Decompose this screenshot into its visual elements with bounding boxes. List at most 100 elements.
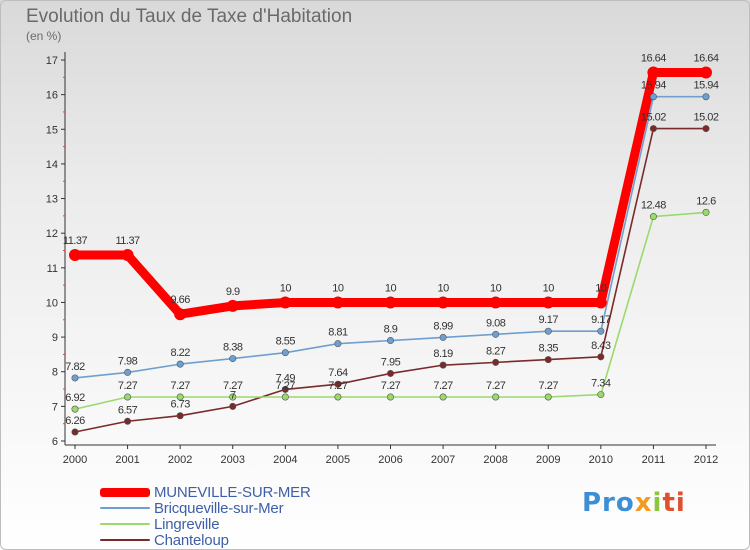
x-tick-label: 2000 bbox=[63, 454, 87, 466]
data-label-3: 6.57 bbox=[118, 404, 138, 416]
series-point-0 bbox=[226, 299, 239, 312]
data-label-0: 16.64 bbox=[693, 52, 718, 64]
data-label-3: 8.27 bbox=[486, 345, 506, 357]
series-point-0 bbox=[69, 249, 81, 262]
data-label-1: 15.94 bbox=[693, 80, 718, 92]
data-label-1: 9.08 bbox=[486, 317, 506, 329]
data-label-2: 12.6 bbox=[696, 195, 716, 207]
legend-label: MUNEVILLE-SUR-MER bbox=[154, 483, 311, 501]
series-point-3 bbox=[281, 385, 289, 393]
data-label-0: 10 bbox=[385, 282, 397, 294]
data-label-1: 15.94 bbox=[641, 80, 666, 92]
data-label-2: 12.48 bbox=[641, 200, 666, 212]
series-point-1 bbox=[281, 349, 289, 357]
x-tick-label: 2004 bbox=[273, 454, 297, 466]
legend-swatch bbox=[100, 539, 150, 541]
x-tick-label: 2009 bbox=[536, 454, 560, 466]
legend-label: Chanteloup bbox=[154, 531, 229, 549]
series-point-3 bbox=[229, 402, 237, 410]
data-label-2: 7.27 bbox=[381, 380, 401, 392]
logo-part-4: ti bbox=[662, 488, 686, 518]
series-point-2 bbox=[544, 393, 552, 401]
y-tick-label: 7 bbox=[52, 401, 58, 413]
series-point-1 bbox=[597, 327, 605, 335]
series-point-2 bbox=[439, 393, 447, 401]
series-point-3 bbox=[386, 369, 394, 377]
data-label-3: 8.43 bbox=[591, 340, 611, 352]
series-point-0 bbox=[594, 296, 607, 309]
data-label-3: 7.64 bbox=[328, 367, 348, 379]
x-tick-label: 2003 bbox=[221, 454, 245, 466]
data-label-3: 6.26 bbox=[65, 415, 85, 427]
data-label-2: 7.27 bbox=[223, 380, 243, 392]
y-tick-label: 16 bbox=[46, 90, 58, 102]
legend: MUNEVILLE-SUR-MER Bricqueville-sur-Mer Lin… bbox=[100, 483, 360, 549]
data-label-3: 7.49 bbox=[276, 372, 296, 384]
y-tick-label: 14 bbox=[46, 159, 58, 171]
data-label-1: 8.38 bbox=[223, 342, 243, 354]
data-label-1: 7.98 bbox=[118, 355, 138, 367]
x-tick-label: 2008 bbox=[483, 454, 507, 466]
logo-part-2: x bbox=[634, 488, 653, 518]
data-label-2: 7.27 bbox=[328, 380, 348, 392]
data-label-0: 10 bbox=[543, 282, 555, 294]
series-point-2 bbox=[649, 213, 657, 221]
data-label-0: 9.66 bbox=[170, 294, 190, 306]
series-point-1 bbox=[124, 368, 132, 376]
series-point-3 bbox=[176, 412, 184, 420]
data-label-0: 10 bbox=[595, 282, 607, 294]
legend-label: Bricqueville-sur-Mer bbox=[154, 499, 284, 517]
data-label-1: 8.22 bbox=[170, 347, 190, 359]
series-point-2 bbox=[176, 393, 184, 401]
series-point-3 bbox=[492, 358, 500, 366]
series-point-3 bbox=[71, 428, 79, 436]
data-label-0: 9.9 bbox=[226, 286, 240, 298]
y-tick-label: 15 bbox=[46, 124, 58, 136]
series-point-0 bbox=[384, 296, 397, 309]
y-tick-label: 17 bbox=[46, 55, 58, 67]
series-point-0 bbox=[647, 66, 660, 79]
data-label-2: 7.27 bbox=[486, 380, 506, 392]
legend-swatch bbox=[100, 507, 150, 509]
data-label-1: 8.99 bbox=[433, 320, 453, 332]
series-point-0 bbox=[331, 296, 344, 309]
data-label-0: 10 bbox=[490, 282, 502, 294]
y-tick-label: 8 bbox=[52, 367, 58, 379]
y-tick-label: 6 bbox=[52, 436, 58, 448]
series-point-2 bbox=[597, 391, 605, 399]
data-label-3: 6.73 bbox=[170, 399, 190, 411]
data-label-2: 6.92 bbox=[65, 392, 85, 404]
data-label-1: 9.17 bbox=[539, 314, 559, 326]
x-tick-label: 2012 bbox=[694, 454, 718, 466]
proxiti-logo: Proxiti bbox=[582, 488, 686, 518]
data-label-2: 7.34 bbox=[591, 378, 611, 390]
logo-part-1: Pro bbox=[582, 488, 635, 518]
series-point-2 bbox=[702, 208, 710, 216]
legend-item: MUNEVILLE-SUR-MER bbox=[100, 483, 360, 501]
data-label-3: 7 bbox=[230, 389, 236, 401]
series-point-0 bbox=[700, 66, 712, 79]
series-point-0 bbox=[121, 249, 134, 262]
data-label-1: 8.9 bbox=[384, 324, 398, 336]
data-label-0: 16.64 bbox=[641, 52, 666, 64]
series-point-2 bbox=[386, 393, 394, 401]
x-tick-label: 2011 bbox=[642, 454, 666, 466]
series-point-0 bbox=[489, 296, 502, 309]
y-tick-label: 9 bbox=[52, 332, 58, 344]
data-label-2: 7.27 bbox=[276, 380, 296, 392]
series-line-0 bbox=[70, 67, 711, 319]
x-tick-label: 2001 bbox=[115, 454, 139, 466]
series-point-1 bbox=[492, 330, 500, 338]
data-label-1: 8.55 bbox=[276, 336, 296, 348]
series-point-1 bbox=[386, 337, 394, 345]
series-point-3 bbox=[334, 380, 342, 388]
series-point-2 bbox=[124, 393, 132, 401]
series-point-3 bbox=[649, 125, 657, 133]
series-point-1 bbox=[334, 340, 342, 348]
data-label-0: 11.37 bbox=[63, 235, 88, 247]
data-label-2: 7.27 bbox=[170, 380, 190, 392]
x-tick-label: 2007 bbox=[431, 454, 455, 466]
series-point-1 bbox=[176, 360, 184, 368]
series-point-3 bbox=[439, 361, 447, 369]
legend-item: Chanteloup bbox=[100, 531, 360, 549]
